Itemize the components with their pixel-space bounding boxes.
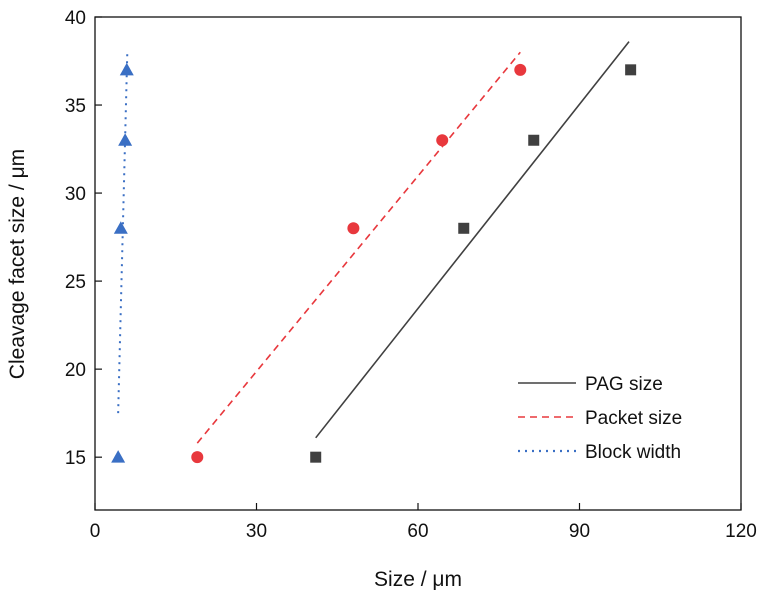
block-width-point [119, 62, 134, 76]
fit-lines [117, 41, 630, 444]
pag-size-point [458, 222, 470, 234]
y-tick-label: 20 [65, 360, 86, 381]
y-tick-label: 25 [65, 272, 86, 293]
block-width-point [111, 450, 126, 463]
y-tick-label: 15 [65, 448, 86, 469]
legend-label-pag-size: PAG size [585, 374, 663, 395]
x-tick-label: 60 [407, 521, 428, 542]
packet-size-point [514, 63, 527, 76]
x-axis-label: Size / μm [374, 568, 462, 591]
markers [111, 62, 637, 464]
y-tick-label: 40 [65, 8, 86, 29]
y-tick-label: 35 [65, 96, 86, 117]
packet-size-fit-line [196, 51, 521, 444]
legend: PAG size Packet size Block width [518, 374, 682, 463]
packet-size-point [347, 222, 360, 235]
y-axis-label: Cleavage facet size / μm [6, 149, 29, 379]
legend-label-packet-size: Packet size [585, 408, 682, 429]
plot-frame [94, 16, 742, 511]
pag-size-point [528, 134, 540, 146]
pag-size-point [310, 451, 322, 463]
block-width-point [118, 133, 133, 146]
legend-label-block-width: Block width [585, 442, 681, 463]
pag-size-point [625, 64, 637, 76]
pag-size-fit-line [315, 41, 630, 439]
x-tick-label: 0 [90, 521, 101, 542]
y-tick-label: 30 [65, 184, 86, 205]
block-width-point [113, 221, 128, 234]
x-tick-label: 30 [246, 521, 267, 542]
axes: 0 30 60 90 120 15 20 25 30 35 40 [65, 8, 757, 542]
packet-size-point [191, 451, 204, 464]
packet-size-point [436, 134, 449, 147]
x-tick-label: 90 [569, 521, 590, 542]
x-tick-label: 120 [725, 521, 757, 542]
